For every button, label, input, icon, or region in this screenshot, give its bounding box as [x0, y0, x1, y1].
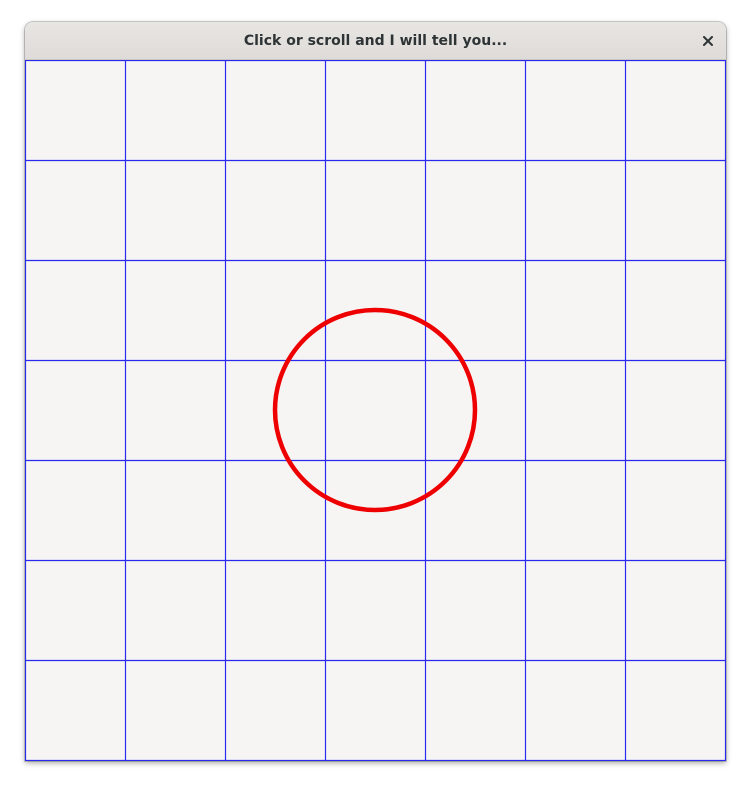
title-bar[interactable]: Click or scroll and I will tell you...	[25, 22, 726, 60]
grid	[25, 60, 726, 761]
close-icon	[703, 36, 713, 46]
app-window: Click or scroll and I will tell you...	[25, 22, 726, 761]
drawing-canvas[interactable]	[25, 60, 726, 761]
window-title: Click or scroll and I will tell you...	[243, 33, 508, 49]
canvas-graphic	[25, 60, 726, 761]
red-circle	[272, 307, 478, 513]
close-button[interactable]	[696, 29, 720, 53]
